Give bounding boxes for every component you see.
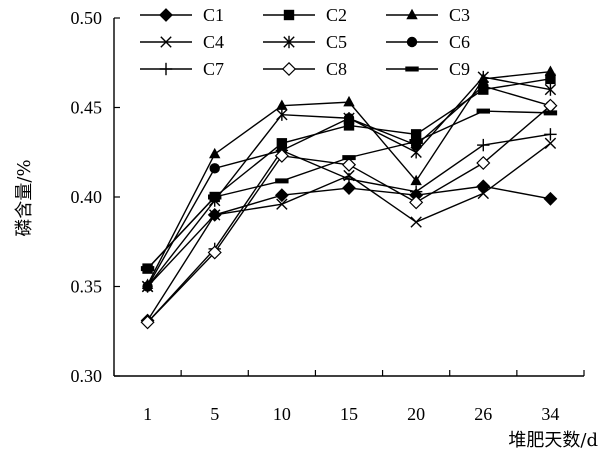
data-point: [410, 129, 422, 140]
data-point: [207, 245, 222, 260]
data-point: [208, 194, 222, 200]
legend-item-c6: C6: [386, 32, 470, 52]
legend-item-c9: C9: [386, 59, 470, 79]
legend: C1 C2 C3 C4 C5 C6 C7 C8 C9: [140, 5, 470, 79]
legend-label: C7: [203, 59, 224, 79]
data-point: [275, 178, 289, 184]
data-point: [543, 110, 558, 116]
data-point: [543, 191, 558, 206]
data-point: [159, 8, 173, 22]
data-point: [283, 9, 295, 21]
y-axis-ticks: 0.30 0.35 0.40 0.45 0.50: [71, 8, 120, 386]
series-line: [147, 105, 551, 323]
legend-item-c7: C7: [140, 59, 224, 79]
data-point: [343, 120, 355, 131]
data-point: [405, 66, 419, 72]
data-point: [159, 62, 173, 76]
x-axis-ticks: 1 5 10 15 20 26 34: [113, 370, 585, 424]
x-tick-label: 10: [273, 404, 291, 424]
data-point: [283, 35, 295, 49]
x-tick-label: 15: [340, 404, 358, 424]
legend-label: C8: [326, 59, 347, 79]
y-tick-label: 0.35: [71, 277, 103, 297]
data-point: [406, 36, 418, 48]
data-point: [409, 139, 423, 145]
data-point: [140, 266, 155, 272]
data-point: [343, 113, 355, 124]
data-point: [410, 174, 422, 186]
data-point: [209, 147, 221, 159]
legend-item-c1: C1: [140, 5, 224, 25]
legend-label: C3: [449, 5, 470, 25]
series-c8: [140, 98, 558, 330]
data-point: [478, 80, 489, 92]
data-point: [276, 99, 288, 110]
data-point: [343, 95, 355, 107]
series-c1: [140, 179, 558, 328]
data-point: [342, 155, 356, 161]
x-tick-label: 26: [474, 404, 492, 424]
data-point: [276, 138, 288, 149]
x-tick-label: 20: [407, 404, 425, 424]
data-point: [160, 36, 172, 48]
series-line: [146, 185, 551, 321]
data-point: [544, 83, 557, 96]
legend-label: C6: [449, 32, 470, 52]
legend-item-c4: C4: [140, 32, 224, 52]
data-point: [274, 148, 289, 163]
legend-item-c8: C8: [263, 59, 347, 79]
data-point: [476, 155, 491, 171]
data-point: [410, 216, 422, 228]
data-point: [276, 198, 288, 210]
series-layer: [140, 65, 558, 330]
data-point: [276, 108, 288, 121]
x-axis-title: 堆肥天数/d: [508, 430, 598, 451]
data-point: [477, 138, 490, 152]
data-point: [409, 195, 424, 210]
data-point: [544, 128, 557, 141]
data-point: [476, 108, 490, 114]
y-tick-label: 0.30: [71, 366, 103, 386]
legend-label: C9: [449, 59, 470, 79]
legend-label: C1: [203, 5, 224, 25]
x-tick-label: 34: [541, 404, 559, 424]
y-tick-label: 0.45: [71, 98, 103, 118]
legend-item-c3: C3: [386, 5, 470, 25]
data-point: [477, 187, 489, 200]
legend-item-c5: C5: [263, 32, 347, 52]
legend-label: C2: [326, 5, 347, 25]
legend-label: C4: [203, 32, 224, 52]
data-point: [342, 181, 356, 195]
y-tick-label: 0.50: [71, 8, 103, 28]
data-point: [281, 61, 297, 77]
series-c9: [140, 108, 558, 272]
data-point: [544, 65, 557, 76]
data-point: [406, 8, 418, 20]
data-point: [544, 137, 557, 149]
x-tick-label: 1: [143, 404, 152, 424]
legend-item-c2: C2: [263, 5, 347, 25]
y-tick-label: 0.40: [71, 187, 103, 207]
data-point: [545, 73, 556, 85]
legend-label: C5: [326, 32, 347, 52]
x-tick-label: 5: [210, 404, 219, 424]
data-point: [342, 172, 356, 186]
plot-frame: [113, 18, 584, 377]
data-point: [140, 315, 155, 330]
data-point: [209, 163, 220, 174]
data-point: [209, 209, 221, 221]
data-point: [142, 281, 153, 292]
data-point: [341, 157, 357, 172]
y-axis-title: 磷含量/%: [14, 159, 35, 236]
data-point: [274, 188, 289, 203]
